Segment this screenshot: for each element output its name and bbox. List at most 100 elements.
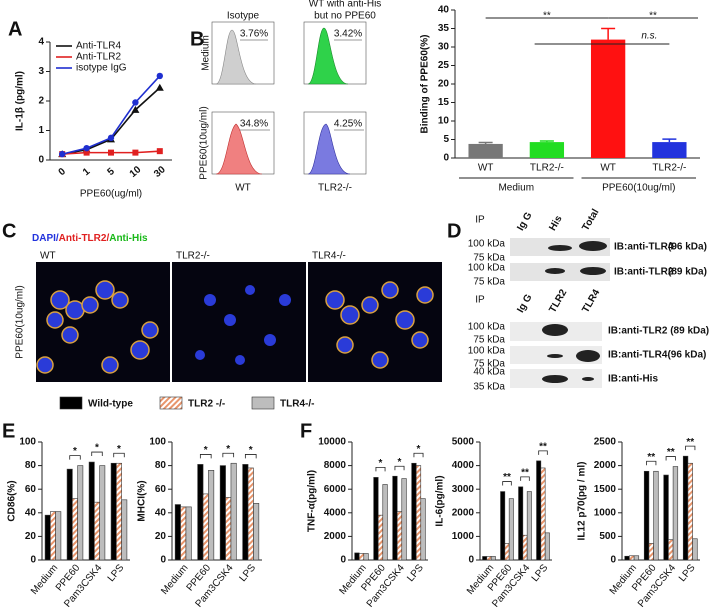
gate-percent: 3.76% (240, 29, 268, 40)
bar (526, 491, 532, 561)
y-tick-label: 35 (438, 23, 450, 34)
panel-label: C (2, 220, 16, 242)
histogram (307, 27, 349, 85)
ib-label: IB:anti-TLR4 (614, 242, 674, 253)
bar (468, 143, 503, 158)
bar (247, 467, 254, 561)
line (62, 75, 161, 155)
legend-label: Anti-TLR2 (76, 52, 121, 63)
y-tick-label: 25 (438, 60, 450, 71)
legend-label: Wild-type (88, 399, 133, 410)
blots (510, 238, 610, 388)
x-tick-label: WT (600, 163, 616, 174)
y-tick-label: 4 (38, 37, 44, 48)
bar (624, 555, 630, 561)
annotation-line (685, 445, 696, 451)
marker (131, 105, 140, 113)
y-axis-label: CD86(%) (7, 480, 18, 521)
bar (663, 474, 669, 561)
y-tick-label: 15 (438, 97, 450, 108)
annotation: * (417, 444, 421, 455)
y-tick-label: 5 (443, 134, 449, 145)
bar (544, 532, 550, 561)
bar (88, 461, 95, 561)
legend-label: TLR4-/- (280, 399, 314, 410)
ib-label: (96 kDa) (668, 242, 707, 253)
y-tick-label: 80 (155, 460, 167, 471)
bar (382, 484, 388, 561)
marker (155, 83, 164, 91)
lane-label: Ig G (515, 210, 534, 233)
bar (518, 486, 524, 561)
marker-label: 75 kDa (473, 335, 505, 346)
x-tick-label: LPS (677, 562, 698, 584)
legend-label: isotype IgG (76, 63, 127, 74)
legend-label: TLR2 -/- (188, 399, 225, 410)
x-tick-label: LPS (530, 562, 551, 584)
bar (629, 555, 635, 561)
annotation: ** (649, 11, 657, 22)
ib-label: IB:anti-TLR2 (614, 267, 674, 278)
histogram (215, 29, 257, 85)
legend-swatch (159, 396, 183, 410)
y-tick-label: 4000 (324, 507, 347, 518)
gate-line (240, 39, 364, 131)
stain: Anti-His (109, 233, 148, 244)
annotation-line (413, 452, 424, 458)
y-tick-label: 2500 (594, 437, 617, 448)
group-label: PPE60(10ug/ml) (602, 183, 675, 194)
marker (132, 99, 139, 106)
marker (83, 145, 90, 152)
marker-label: 40 kDa (473, 367, 505, 378)
bar (522, 534, 528, 561)
lane-label: His (547, 213, 565, 232)
legend-label: Anti-TLR4 (76, 41, 121, 52)
x-axis-label: PPE60(ug/ml) (80, 189, 142, 200)
bar (72, 498, 78, 561)
marker (59, 150, 66, 158)
bar (242, 464, 249, 561)
y-tick-label: 6000 (324, 484, 347, 495)
marker (107, 134, 115, 142)
y-tick-label: 0 (468, 555, 474, 566)
bar (401, 478, 407, 561)
y-tick-label: 2000 (594, 460, 617, 471)
y-tick-label: 30 (438, 42, 450, 53)
annotation-line (520, 476, 530, 481)
bar (590, 39, 626, 158)
annotation-line (665, 456, 676, 461)
bar (687, 462, 693, 561)
marker-label: 75 kDa (473, 277, 505, 288)
y-tick-label: 0 (443, 153, 449, 164)
annotation: * (226, 444, 230, 455)
y-tick-label: 60 (25, 484, 37, 495)
y-tick-label: 4000 (452, 460, 475, 471)
y-tick-label: 1000 (452, 531, 475, 542)
bar (202, 493, 209, 561)
bar (174, 504, 181, 561)
legend-swatch (251, 396, 275, 410)
annotation-line (113, 452, 125, 458)
y-axis-label: IL-6(pg/ml) (435, 475, 446, 526)
marker-label: 100 kDa (468, 263, 506, 274)
y-tick-label: 40 (155, 507, 167, 518)
bar (668, 539, 674, 561)
annotation: ** (503, 472, 511, 483)
group-label: Medium (498, 183, 534, 194)
line (62, 87, 161, 155)
bar (500, 491, 506, 561)
ib-label: IB:anti-TLR4(96 kDa) (608, 350, 706, 361)
annotation: * (398, 457, 402, 468)
y-tick-label: 20 (438, 79, 450, 90)
bar (185, 506, 192, 561)
row-label: PPE60(10ug/ml) (15, 285, 26, 358)
bar (643, 470, 650, 561)
bar (225, 497, 232, 561)
marker (132, 149, 139, 156)
x-tick-label: 5 (105, 166, 117, 178)
x-tick-label: LPS (405, 562, 426, 584)
lane-label: Total (580, 207, 601, 233)
annotation: ** (667, 447, 675, 458)
x-tick-label: LPS (106, 562, 127, 584)
bar (110, 462, 117, 561)
